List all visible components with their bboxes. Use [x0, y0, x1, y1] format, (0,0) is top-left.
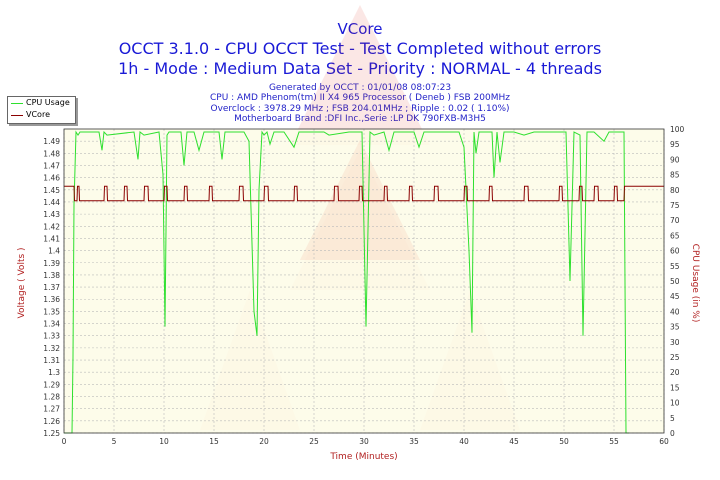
- generated-info: Generated by OCCT : 01/01/08 08:07:23: [268, 83, 452, 93]
- y-tick-label-right: 90: [670, 155, 680, 164]
- y-tick-label-right: 75: [670, 201, 680, 210]
- x-tick-label: 40: [459, 437, 469, 446]
- chart-title: VCore: [0, 20, 720, 38]
- y-tick-label-left: 1.31: [43, 356, 60, 365]
- x-axis-label: Time (Minutes): [329, 452, 397, 462]
- y-tick-label-right: 50: [670, 277, 680, 286]
- chart-legend: CPU Usage VCore: [7, 96, 76, 124]
- legend-item-vcore: VCore: [8, 109, 75, 121]
- legend-label-cpu-usage: CPU Usage: [26, 98, 70, 107]
- y-tick-label-left: 1.44: [43, 198, 60, 207]
- x-tick-label: 50: [559, 437, 569, 446]
- y-tick-label-right: 10: [670, 399, 680, 408]
- y-tick-label-right: 95: [670, 140, 680, 149]
- x-tick-label: 5: [112, 437, 117, 446]
- x-tick-label: 60: [659, 437, 669, 446]
- y-tick-label-left: 1.34: [43, 320, 60, 329]
- legend-item-cpu-usage: CPU Usage: [8, 97, 75, 109]
- y-tick-label-left: 1.42: [43, 222, 60, 231]
- x-tick-label: 25: [309, 437, 319, 446]
- y-tick-label-right: 35: [670, 323, 680, 332]
- y-tick-label-left: 1.49: [43, 137, 60, 146]
- x-tick-label: 20: [259, 437, 269, 446]
- y-axis-label-left: Voltage ( Volts ): [17, 247, 27, 318]
- y-tick-label-right: 30: [670, 338, 680, 347]
- y-tick-label-right: 15: [670, 383, 680, 392]
- y-tick-label-left: 1.37: [43, 283, 60, 292]
- y-tick-label-right: 55: [670, 262, 680, 271]
- x-tick-label: 55: [609, 437, 619, 446]
- y-tick-label-left: 1.41: [43, 234, 60, 243]
- plot-watermark: [300, 140, 420, 260]
- y-tick-label-left: 1.46: [43, 174, 60, 183]
- overclock-info: Overclock : 3978.29 MHz ; FSB 204.01MHz …: [210, 104, 510, 114]
- y-tick-label-left: 1.28: [43, 393, 60, 402]
- legend-swatch-vcore: [11, 115, 23, 116]
- x-tick-label: 10: [159, 437, 169, 446]
- y-tick-label-right: 80: [670, 186, 680, 195]
- y-tick-label-left: 1.4: [48, 247, 60, 256]
- y-tick-label-right: 45: [670, 292, 680, 301]
- x-tick-label: 45: [509, 437, 519, 446]
- y-tick-label-right: 5: [670, 414, 675, 423]
- y-tick-label-left: 1.27: [43, 405, 60, 414]
- y-tick-label-left: 1.43: [43, 210, 60, 219]
- y-tick-label-left: 1.26: [43, 417, 60, 426]
- plot-frame: [63, 128, 665, 434]
- y-tick-label-left: 1.29: [43, 380, 60, 389]
- series-line-cpu-usage: [64, 130, 629, 434]
- y-tick-label-left: 1.33: [43, 332, 60, 341]
- y-tick-label-left: 1.48: [43, 149, 60, 158]
- y-tick-label-left: 1.45: [43, 186, 60, 195]
- x-tick-label: 35: [409, 437, 419, 446]
- legend-label-vcore: VCore: [26, 110, 50, 119]
- test-mode-title: 1h - Mode : Medium Data Set - Priority :…: [118, 59, 602, 78]
- test-summary-title: OCCT 3.1.0 - CPU OCCT Test - Test Comple…: [118, 39, 602, 58]
- x-tick-label: 30: [359, 437, 369, 446]
- cpu-info: CPU : AMD Phenom(tm) II X4 965 Processor…: [210, 93, 510, 103]
- y-tick-label-left: 1.32: [43, 344, 60, 353]
- y-tick-label-right: 100: [670, 125, 685, 134]
- y-tick-label-left: 1.38: [43, 271, 60, 280]
- y-tick-label-right: 70: [670, 216, 680, 225]
- y-tick-label-left: 1.36: [43, 295, 60, 304]
- y-axis-label-right: CPU Usage (in %): [690, 244, 700, 323]
- y-tick-label-right: 20: [670, 368, 680, 377]
- legend-swatch-cpu-usage: [11, 103, 23, 104]
- y-tick-label-left: 1.3: [48, 368, 60, 377]
- y-tick-label-right: 65: [670, 231, 680, 240]
- y-tick-label-right: 60: [670, 247, 680, 256]
- y-tick-label-left: 1.25: [43, 429, 60, 438]
- y-tick-label-left: 1.47: [43, 161, 60, 170]
- y-tick-label-right: 40: [670, 307, 680, 316]
- x-tick-label: 0: [62, 437, 67, 446]
- y-tick-label-right: 0: [670, 429, 675, 438]
- y-tick-label-right: 25: [670, 353, 680, 362]
- y-tick-label-right: 85: [670, 171, 680, 180]
- motherboard-info: Motherboard Brand :DFI Inc.,Serie :LP DK…: [234, 114, 486, 124]
- y-tick-label-left: 1.39: [43, 259, 60, 268]
- series-line-vcore: [64, 185, 664, 202]
- y-tick-label-left: 1.35: [43, 307, 60, 316]
- x-tick-label: 15: [209, 437, 219, 446]
